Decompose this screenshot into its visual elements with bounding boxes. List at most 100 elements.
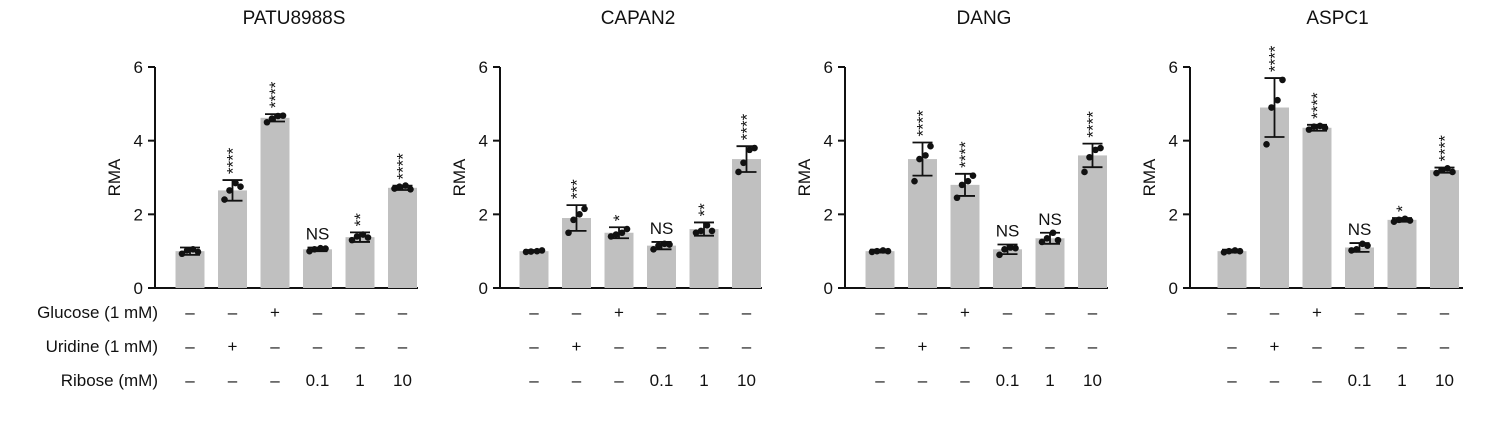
y-tick-label: 2 [1169, 205, 1178, 224]
data-point [183, 247, 191, 254]
data-point [1321, 124, 1329, 132]
data-point [1038, 238, 1046, 246]
data-point [1086, 153, 1093, 161]
y-tick-label: 6 [824, 58, 833, 77]
bar [865, 251, 895, 288]
y-tick-label: 0 [1169, 279, 1178, 298]
data-point [1012, 244, 1019, 252]
significance-label: **** [914, 110, 933, 137]
condition-ribose: – [228, 371, 238, 390]
condition-ribose: 10 [393, 371, 412, 390]
data-point [274, 112, 282, 120]
data-point [1359, 240, 1366, 248]
condition-glucose: – [185, 303, 195, 322]
row-label: Ribose (mM) [61, 371, 158, 390]
data-point [1049, 229, 1057, 237]
chart-title: ASPC1 [1306, 8, 1368, 29]
condition-glucose: – [1355, 303, 1365, 322]
data-point [1401, 215, 1409, 223]
data-point [751, 144, 758, 152]
data-point [1220, 248, 1228, 256]
condition-uridine: + [572, 337, 582, 356]
data-point [1043, 234, 1051, 242]
condition-ribose: – [1227, 371, 1237, 390]
data-point [927, 142, 934, 150]
panel-patu8988s: PATU8988S 0 2 4 6 RMA – – – **** – + – **** + – – NS – – 0.1… [105, 8, 418, 390]
condition-uridine: – [699, 337, 709, 356]
data-point [618, 229, 626, 237]
data-point [565, 229, 572, 237]
data-point [396, 183, 403, 191]
condition-uridine: – [529, 337, 539, 356]
significance-label: **** [224, 147, 243, 174]
data-point [607, 233, 615, 240]
data-point [407, 185, 414, 193]
bar [732, 159, 761, 288]
bar [1345, 247, 1374, 288]
data-point [1279, 76, 1286, 84]
data-point [178, 250, 186, 258]
condition-glucose: – [699, 303, 709, 322]
bar [604, 232, 634, 288]
condition-ribose: 0.1 [1348, 371, 1372, 390]
significance-label: **** [1308, 92, 1327, 119]
data-point [735, 168, 742, 176]
condition-glucose: – [313, 303, 323, 322]
condition-glucose: – [529, 303, 539, 322]
data-point [1054, 236, 1062, 244]
condition-ribose: – [614, 371, 624, 390]
data-point [1433, 169, 1440, 177]
chart-title: PATU8988S [243, 8, 346, 29]
chart-title: CAPAN2 [601, 8, 676, 29]
data-point [348, 236, 356, 244]
y-tick-label: 4 [824, 132, 833, 151]
data-point [964, 177, 972, 185]
condition-uridine: – [1003, 337, 1013, 356]
condition-uridine: – [1312, 337, 1322, 356]
significance-label: NS [996, 222, 1020, 241]
data-point [916, 155, 923, 163]
data-point [570, 216, 577, 224]
data-point [1444, 164, 1451, 172]
data-point [263, 118, 271, 126]
data-point [692, 229, 700, 237]
data-point [221, 196, 228, 203]
data-point [279, 112, 287, 119]
condition-glucose: + [1312, 303, 1322, 322]
data-point [650, 246, 657, 253]
significance-label: NS [306, 224, 330, 243]
row-label: Glucose (1 mM) [37, 303, 158, 322]
condition-ribose: – [1312, 371, 1322, 390]
condition-glucose: + [270, 303, 280, 322]
significance-label: **** [1266, 45, 1285, 72]
y-tick-label: 4 [479, 132, 488, 151]
condition-ribose: 1 [1045, 371, 1054, 390]
data-point [953, 194, 961, 202]
bar [388, 187, 417, 288]
y-tick-label: 6 [479, 58, 488, 77]
data-point [879, 247, 887, 254]
data-point [1438, 166, 1445, 174]
bar [1078, 155, 1107, 288]
data-point [612, 231, 620, 238]
condition-glucose: – [355, 303, 365, 322]
significance-label: **** [956, 141, 975, 168]
condition-glucose: + [614, 303, 624, 322]
condition-ribose: 0.1 [306, 371, 330, 390]
significance-label: ** [351, 213, 370, 227]
condition-ribose: 1 [1397, 371, 1406, 390]
condition-ribose: – [960, 371, 970, 390]
data-point [194, 248, 202, 256]
condition-ribose: – [529, 371, 539, 390]
data-point [1236, 247, 1244, 255]
bar [689, 229, 719, 288]
data-point [969, 172, 977, 179]
data-point [237, 183, 244, 191]
data-point [1097, 144, 1104, 152]
condition-uridine: – [1440, 337, 1450, 356]
y-tick-label: 2 [134, 205, 143, 224]
data-point [1310, 123, 1318, 130]
panel-dang: DANG 0 2 4 6 RMA – – – **** – + – **** + – – NS – – 0.1 NS – – 1… [795, 8, 1108, 390]
y-tick-label: 6 [1169, 58, 1178, 77]
condition-uridine: – [875, 337, 885, 356]
